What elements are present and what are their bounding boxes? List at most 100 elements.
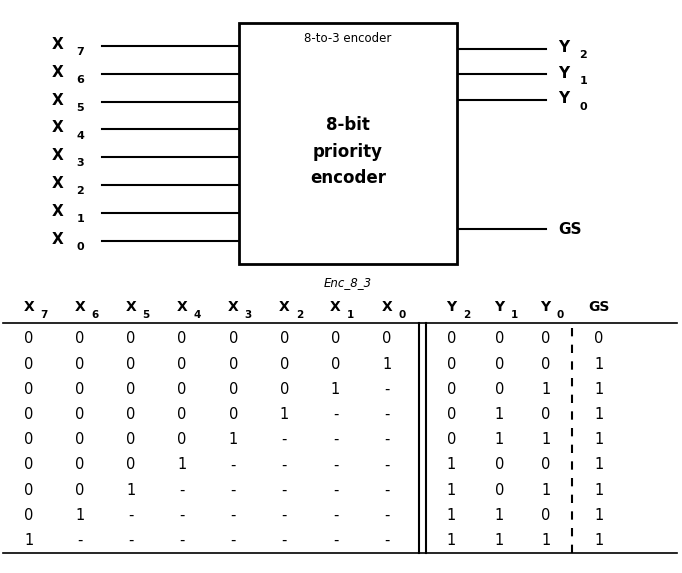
Text: Y: Y bbox=[558, 65, 569, 81]
Text: -: - bbox=[179, 508, 185, 523]
Text: 0: 0 bbox=[24, 482, 33, 497]
Text: Y: Y bbox=[541, 300, 550, 313]
Text: 1: 1 bbox=[280, 407, 289, 422]
Text: 1: 1 bbox=[447, 533, 456, 548]
Text: -: - bbox=[179, 482, 185, 497]
Text: 4: 4 bbox=[76, 131, 85, 140]
Text: 0: 0 bbox=[75, 432, 85, 447]
Text: 0: 0 bbox=[228, 407, 238, 422]
Text: -: - bbox=[179, 533, 185, 548]
Text: 0: 0 bbox=[76, 242, 85, 252]
Text: -: - bbox=[333, 533, 338, 548]
Text: 1: 1 bbox=[594, 382, 604, 397]
Text: X: X bbox=[52, 231, 64, 247]
Text: -: - bbox=[77, 533, 83, 548]
Text: 0: 0 bbox=[24, 331, 33, 346]
Text: 0: 0 bbox=[541, 356, 550, 371]
Text: -: - bbox=[128, 508, 134, 523]
Text: X: X bbox=[52, 37, 64, 52]
Text: -: - bbox=[282, 457, 287, 472]
Text: 0: 0 bbox=[126, 457, 136, 472]
Text: -: - bbox=[282, 432, 287, 447]
Text: -: - bbox=[333, 508, 338, 523]
Text: 1: 1 bbox=[347, 310, 354, 320]
Bar bbox=[239, 23, 457, 264]
Text: 1: 1 bbox=[228, 432, 238, 447]
Text: X: X bbox=[52, 204, 64, 219]
Text: -: - bbox=[282, 508, 287, 523]
Text: 0: 0 bbox=[228, 356, 238, 371]
Text: 0: 0 bbox=[75, 382, 85, 397]
Text: 2: 2 bbox=[296, 310, 303, 320]
Text: 0: 0 bbox=[177, 356, 187, 371]
Text: 0: 0 bbox=[75, 407, 85, 422]
Text: 0: 0 bbox=[24, 356, 33, 371]
Text: -: - bbox=[128, 533, 134, 548]
Text: 0: 0 bbox=[494, 457, 504, 472]
Text: 1: 1 bbox=[541, 382, 550, 397]
Text: 1: 1 bbox=[594, 482, 604, 497]
Text: -: - bbox=[333, 457, 338, 472]
Text: 0: 0 bbox=[228, 331, 238, 346]
Text: 0: 0 bbox=[24, 457, 33, 472]
Text: 6: 6 bbox=[76, 75, 85, 85]
Text: 0: 0 bbox=[75, 331, 85, 346]
Text: 0: 0 bbox=[75, 356, 85, 371]
Text: 1: 1 bbox=[594, 457, 604, 472]
Text: 0: 0 bbox=[75, 482, 85, 497]
Text: 1: 1 bbox=[594, 356, 604, 371]
Text: 1: 1 bbox=[594, 508, 604, 523]
Text: 1: 1 bbox=[541, 533, 550, 548]
Text: X: X bbox=[52, 148, 64, 163]
Text: 0: 0 bbox=[126, 356, 136, 371]
Text: -: - bbox=[231, 457, 236, 472]
Text: 8-bit
priority
encoder: 8-bit priority encoder bbox=[310, 116, 386, 187]
Text: 1: 1 bbox=[126, 482, 136, 497]
Text: 7: 7 bbox=[40, 310, 47, 320]
Text: 0: 0 bbox=[177, 331, 187, 346]
Text: -: - bbox=[384, 482, 389, 497]
Text: -: - bbox=[282, 482, 287, 497]
Text: -: - bbox=[333, 432, 338, 447]
Text: 1: 1 bbox=[177, 457, 187, 472]
Text: 2: 2 bbox=[463, 310, 470, 320]
Text: 0: 0 bbox=[24, 508, 33, 523]
Text: 0: 0 bbox=[541, 407, 550, 422]
Text: X: X bbox=[52, 176, 64, 191]
Text: 0: 0 bbox=[24, 432, 33, 447]
Text: 1: 1 bbox=[579, 76, 587, 86]
Text: 1: 1 bbox=[382, 356, 391, 371]
Text: 0: 0 bbox=[331, 331, 340, 346]
Text: 0: 0 bbox=[494, 356, 504, 371]
Text: 0: 0 bbox=[126, 407, 136, 422]
Text: 1: 1 bbox=[447, 457, 456, 472]
Text: 2: 2 bbox=[76, 186, 85, 197]
Text: 0: 0 bbox=[494, 382, 504, 397]
Text: -: - bbox=[384, 533, 389, 548]
Text: 1: 1 bbox=[511, 310, 518, 320]
Text: X: X bbox=[330, 300, 341, 313]
Text: 0: 0 bbox=[494, 331, 504, 346]
Text: 1: 1 bbox=[494, 407, 504, 422]
Text: 4: 4 bbox=[194, 310, 201, 320]
Text: 1: 1 bbox=[594, 407, 604, 422]
Text: 0: 0 bbox=[398, 310, 405, 320]
Text: 0: 0 bbox=[541, 331, 550, 346]
Text: 0: 0 bbox=[24, 407, 33, 422]
Text: -: - bbox=[231, 482, 236, 497]
Text: 1: 1 bbox=[541, 432, 550, 447]
Text: Y: Y bbox=[447, 300, 456, 313]
Text: -: - bbox=[282, 533, 287, 548]
Text: -: - bbox=[384, 508, 389, 523]
Text: 0: 0 bbox=[228, 382, 238, 397]
Text: X: X bbox=[23, 300, 34, 313]
Text: 1: 1 bbox=[494, 533, 504, 548]
Text: 0: 0 bbox=[280, 382, 289, 397]
Text: 5: 5 bbox=[76, 103, 85, 113]
Text: 0: 0 bbox=[75, 457, 85, 472]
Text: 0: 0 bbox=[494, 482, 504, 497]
Text: 0: 0 bbox=[126, 331, 136, 346]
Text: 7: 7 bbox=[76, 47, 85, 57]
Text: Y: Y bbox=[494, 300, 504, 313]
Text: X: X bbox=[125, 300, 136, 313]
